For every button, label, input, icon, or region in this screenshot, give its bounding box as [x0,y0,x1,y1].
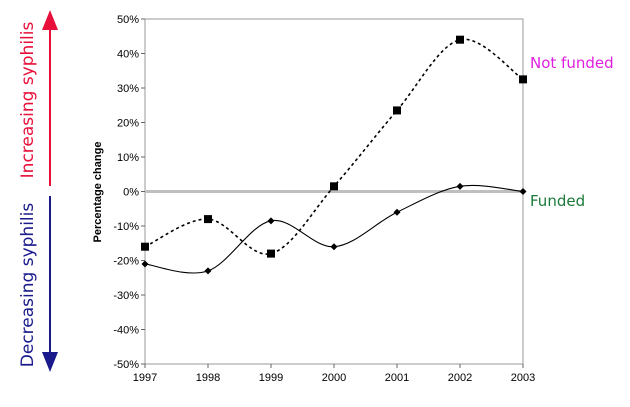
y-tick-label: -30% [113,290,139,302]
y-tick-label: -40% [113,325,139,337]
series-label-funded: Funded [530,192,585,210]
x-tick-label: 2002 [448,372,472,384]
y-tick-label: 40% [117,49,139,61]
y-tick-label: -10% [113,221,139,233]
x-tick-label: 1997 [133,372,157,384]
y-tick-label: 50% [117,14,139,26]
decreasing-syphilis-label: Decreasing syphilis [18,203,38,368]
x-tick-label: 2000 [322,372,346,384]
y-tick-label: 20% [117,118,139,130]
x-tick-label: 2001 [385,372,409,384]
data-point-funded [267,217,275,225]
data-point-funded [456,182,464,190]
data-point-funded [330,243,338,251]
x-tick-label: 1998 [196,372,220,384]
y-axis-title: Percentage change [92,142,104,243]
data-point-funded [141,260,149,268]
data-point-funded [204,267,212,275]
y-tick-label: 30% [117,83,139,95]
series-line-not-funded [144,38,524,255]
series-line-funded [144,184,524,274]
y-tick-label: 0% [123,187,139,199]
increasing-syphilis-label: Increasing syphilis [18,22,38,179]
data-point-not-funded [141,242,149,251]
series-layer [141,35,527,275]
ticks-layer: -50% -40% -30% -20% -10% 0% 10% 20% 30% 40% 50% 199… [113,14,535,384]
data-point-funded [519,188,527,195]
data-point-not-funded [267,249,275,258]
data-point-not-funded [330,182,338,191]
data-point-funded [393,208,401,216]
data-point-not-funded [456,35,464,44]
data-point-not-funded [519,75,527,84]
series-label-not-funded: Not funded [530,54,614,72]
data-point-not-funded [204,215,212,224]
data-point-not-funded [393,106,401,115]
x-tick-label: 1999 [259,372,283,384]
x-tick-label: 2003 [511,372,535,384]
y-tick-label: 10% [117,152,139,164]
y-tick-label: -50% [113,359,139,371]
y-tick-label: -20% [113,256,139,268]
